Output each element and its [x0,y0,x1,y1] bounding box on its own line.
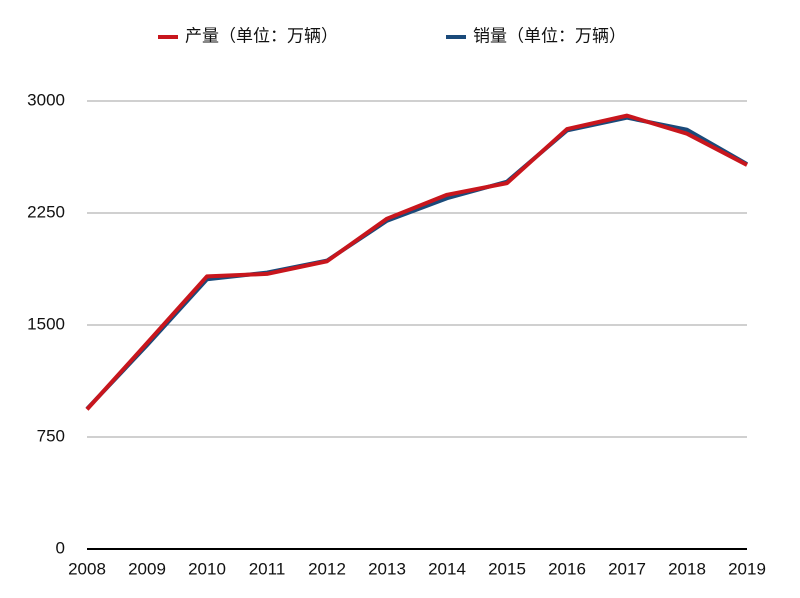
y-tick-label: 3000 [27,90,65,109]
y-tick-label: 2250 [27,202,65,221]
x-tick-label: 2017 [608,559,646,578]
y-tick-label: 1500 [27,314,65,333]
x-tick-label: 2008 [68,559,106,578]
y-tick-label: 750 [37,426,65,445]
x-tick-label: 2016 [548,559,586,578]
x-tick-label: 2012 [308,559,346,578]
x-tick-label: 2014 [428,559,466,578]
legend-label: 产量（单位：万辆） [185,26,338,45]
series-line [85,115,748,411]
x-tick-label: 2013 [368,559,406,578]
x-tick-label: 2015 [488,559,526,578]
y-tick-label: 0 [56,538,65,557]
x-tick-label: 2010 [188,559,226,578]
series-line [85,113,748,411]
x-tick-label: 2009 [128,559,166,578]
legend-label: 销量（单位：万辆） [473,26,626,45]
x-tick-label: 2018 [668,559,706,578]
x-tick-label: 2011 [249,559,286,578]
x-tick-label: 2019 [728,559,766,578]
